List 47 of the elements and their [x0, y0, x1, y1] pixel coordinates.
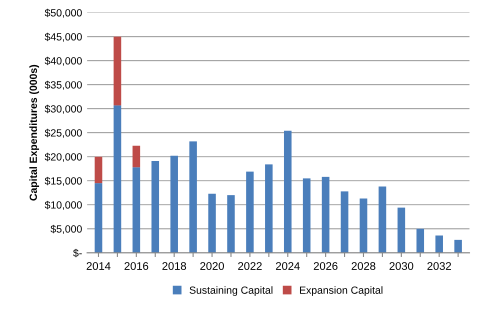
y-tick-label: $15,000 [44, 176, 82, 186]
x-tick-label: 2028 [352, 262, 376, 270]
x-tick-label: 2014 [86, 262, 111, 270]
bar [265, 164, 273, 253]
bar [189, 141, 197, 253]
bar [170, 156, 178, 253]
x-tick-label: 2016 [124, 262, 148, 270]
x-tick-label: 2020 [200, 262, 224, 270]
y-tick-label: $- [73, 248, 82, 258]
bar [227, 195, 235, 253]
bar [454, 240, 462, 253]
bar [416, 228, 424, 253]
x-tick-label: 2026 [314, 262, 338, 270]
bar [94, 156, 102, 184]
x-tick-label: 2022 [238, 262, 262, 270]
bar [378, 186, 386, 253]
y-tick-label: $25,000 [44, 128, 82, 138]
bar [435, 236, 443, 253]
y-tick-label: $50,000 [44, 8, 82, 18]
y-axis-title: Capital Expenditures (000s) [29, 64, 40, 201]
bar [246, 172, 254, 253]
y-tick-label: $45,000 [44, 32, 82, 42]
bar [340, 191, 348, 253]
bar [322, 176, 330, 253]
x-tick-label: 2030 [390, 262, 414, 270]
bar [284, 130, 292, 253]
y-tick-label: $20,000 [44, 152, 82, 162]
bar [114, 36, 122, 106]
y-tick-label: $10,000 [44, 200, 82, 210]
bar [132, 146, 140, 168]
legend-label: Expansion Capital [300, 286, 382, 296]
y-tick-label: $5,000 [50, 224, 82, 234]
bar [132, 167, 140, 253]
x-tick-label: 2032 [427, 262, 451, 270]
bar [398, 208, 406, 253]
bar [151, 161, 160, 253]
bar [208, 194, 216, 253]
bar [114, 105, 122, 253]
y-tick-label: $40,000 [44, 56, 82, 66]
x-tick-label: 2018 [162, 262, 186, 270]
bar [360, 198, 368, 253]
y-tick-label: $35,000 [44, 80, 82, 90]
bar [302, 178, 310, 253]
legend-label: Sustaining Capital [190, 286, 272, 296]
y-tick-label: $30,000 [44, 104, 82, 114]
x-tick-label: 2024 [276, 262, 300, 270]
bar [94, 183, 102, 253]
